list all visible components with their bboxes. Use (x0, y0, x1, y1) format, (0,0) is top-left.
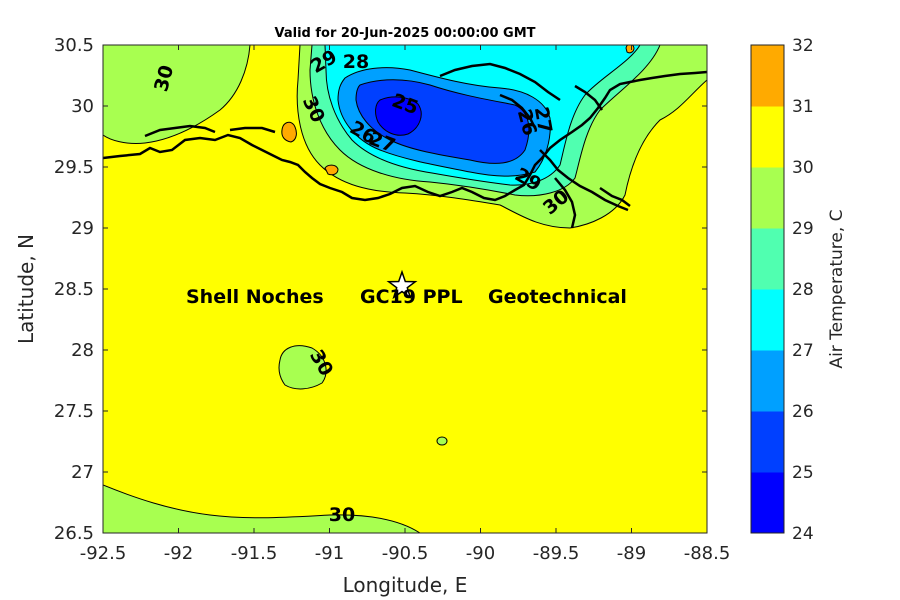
x-tick-label: -92.5 (80, 543, 127, 564)
contour-region-29-island (278, 345, 327, 390)
contour-region-29-dot (436, 436, 448, 446)
y-tick-label: 27.5 (54, 401, 94, 422)
warm-patch-1 (281, 121, 297, 143)
y-axis: 26.5 27 27.5 28 28.5 29 29.5 30 30.5 Lat… (14, 35, 94, 544)
colorbar-tick-label: 29 (792, 219, 814, 239)
contour-label: 27 (530, 105, 556, 135)
y-axis-title: Latitude, N (14, 234, 38, 344)
x-tick-label: -91.5 (231, 543, 278, 564)
colorbar-tick-label: 31 (792, 97, 814, 117)
plot-area: 30 29 28 30 25 26 27 26 27 29 30 30 30 S… (103, 45, 707, 533)
colorbar-frame (750, 44, 785, 534)
x-axis-title: Longitude, E (343, 573, 468, 597)
plot-title: Valid for 20-Jun-2025 00:00:00 GMT (275, 26, 536, 41)
x-tick-label: -90.5 (382, 543, 429, 564)
contour-label: 28 (343, 51, 369, 73)
colorbar-tick-label: 32 (792, 36, 814, 56)
y-tick-label: 26.5 (54, 523, 94, 544)
x-tick-label: -90 (466, 543, 495, 564)
colorbar-swatch (751, 411, 784, 473)
x-tick-label: -89 (617, 543, 646, 564)
colorbar-swatches (751, 45, 784, 534)
star-icon (386, 269, 418, 300)
y-tick-label: 28 (71, 340, 94, 361)
colorbar-swatch (751, 228, 784, 290)
colorbar: 24 25 26 27 28 29 30 31 32 Air Temperatu… (750, 36, 847, 544)
warm-patch-3 (625, 45, 635, 54)
colorbar-swatch (751, 106, 784, 168)
y-tick-label: 29.5 (54, 157, 94, 178)
contour-region-24 (375, 96, 422, 136)
warm-patch-2 (324, 164, 339, 176)
colorbar-tick-label: 30 (792, 158, 814, 178)
colorbar-tick-label: 27 (792, 341, 814, 361)
colorbar-tick-label: 25 (792, 463, 814, 483)
y-tick-label: 28.5 (54, 279, 94, 300)
contour-region-29-bottom (103, 484, 421, 533)
colorbar-swatch (751, 167, 784, 229)
x-tick-label: -89.5 (533, 543, 580, 564)
coastline-bays (144, 62, 631, 229)
y-tick-label: 30 (71, 96, 94, 117)
colorbar-swatch (751, 472, 784, 534)
colorbar-tick-label: 24 (792, 524, 814, 544)
x-axis: -92.5 -92 -91.5 -91 -90.5 -90 -89.5 -89 … (80, 543, 731, 597)
x-tick-label: -88.5 (684, 543, 731, 564)
y-tick-label: 27 (71, 462, 94, 483)
colorbar-swatch (751, 350, 784, 412)
contour-region-29-topleft (103, 45, 251, 144)
site-label-name: Shell Noches (186, 286, 324, 308)
x-tick-label: -92 (164, 543, 193, 564)
colorbar-title: Air Temperature, C (827, 209, 847, 368)
contour-label: 30 (329, 504, 355, 526)
y-tick-label: 30.5 (54, 35, 94, 56)
x-tick-label: -91 (315, 543, 344, 564)
colorbar-swatch (751, 45, 784, 107)
site-label-code: GC19 PPL (360, 286, 463, 308)
y-tick-label: 29 (71, 218, 94, 239)
site-label-survey: Geotechnical (488, 286, 627, 308)
coastline (103, 70, 707, 202)
colorbar-tick-label: 26 (792, 402, 814, 422)
colorbar-swatch (751, 289, 784, 351)
colorbar-tick-label: 28 (792, 280, 814, 300)
